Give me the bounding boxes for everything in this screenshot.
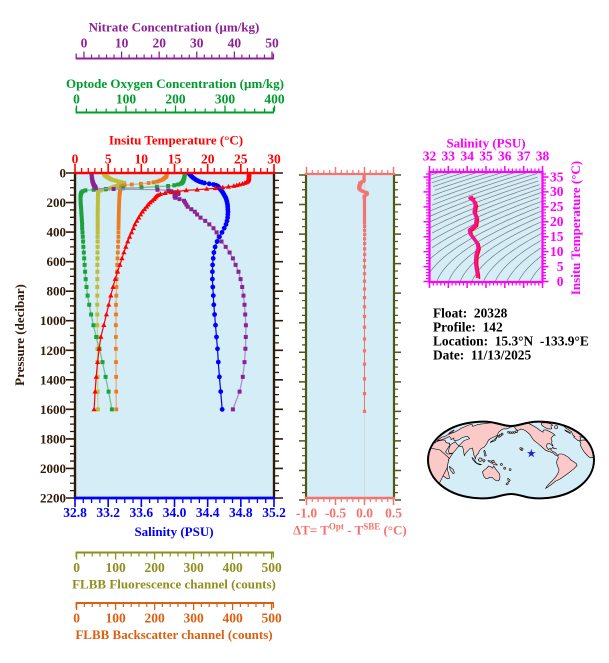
svg-text:36: 36 <box>498 149 512 164</box>
svg-text:300: 300 <box>183 560 204 575</box>
svg-text:Salinity (PSU): Salinity (PSU) <box>446 136 525 151</box>
svg-text:800: 800 <box>47 284 67 299</box>
svg-text:32.8: 32.8 <box>63 505 87 520</box>
svg-text:10: 10 <box>550 244 564 259</box>
svg-text:34.8: 34.8 <box>229 505 253 520</box>
svg-text:37: 37 <box>517 149 531 164</box>
svg-text:Location: 15.3°N -133.9°E: Location: 15.3°N -133.9°E <box>433 334 589 349</box>
svg-text:300: 300 <box>215 92 236 107</box>
svg-text:200: 200 <box>47 195 67 210</box>
svg-text:5: 5 <box>557 259 564 274</box>
svg-text:0: 0 <box>557 274 564 289</box>
svg-text:-1.0: -1.0 <box>296 506 318 521</box>
svg-text:200: 200 <box>144 560 165 575</box>
svg-text:Profile: 142: Profile: 142 <box>433 320 503 335</box>
svg-text:5: 5 <box>105 151 112 166</box>
svg-text:FLBB Fluorescence channel (cou: FLBB Fluorescence channel (counts) <box>72 577 276 592</box>
svg-text:34: 34 <box>460 149 474 164</box>
svg-text:Pressure (decibar): Pressure (decibar) <box>12 284 27 386</box>
svg-text:400: 400 <box>264 92 285 107</box>
svg-text:0: 0 <box>60 166 67 181</box>
svg-text:1200: 1200 <box>40 343 66 358</box>
svg-text:-0.5: -0.5 <box>325 506 347 521</box>
svg-text:30: 30 <box>550 184 564 199</box>
svg-text:Optode Oxygen Concentration (µ: Optode Oxygen Concentration (µm/kg) <box>66 76 284 91</box>
svg-text:1600: 1600 <box>40 402 66 417</box>
svg-text:500: 500 <box>261 611 282 626</box>
svg-text:34.4: 34.4 <box>196 505 220 520</box>
svg-text:0: 0 <box>72 151 79 166</box>
svg-text:2200: 2200 <box>40 491 66 506</box>
svg-text:400: 400 <box>47 225 67 240</box>
svg-text:200: 200 <box>144 611 165 626</box>
svg-text:Insitu Temperature (°C): Insitu Temperature (°C) <box>568 161 583 295</box>
svg-text:20: 20 <box>550 214 564 229</box>
svg-text:600: 600 <box>47 254 67 269</box>
svg-text:300: 300 <box>183 611 204 626</box>
svg-text:50: 50 <box>265 36 279 51</box>
svg-text:30: 30 <box>267 151 281 166</box>
svg-text:25: 25 <box>550 199 564 214</box>
svg-text:100: 100 <box>116 92 137 107</box>
svg-text:32: 32 <box>423 149 437 164</box>
svg-text:0: 0 <box>81 36 88 51</box>
svg-text:10: 10 <box>115 36 129 51</box>
svg-text:33.6: 33.6 <box>129 505 153 520</box>
svg-text:FLBB Backscatter channel (coun: FLBB Backscatter channel (counts) <box>75 627 272 642</box>
svg-text:20: 20 <box>201 151 215 166</box>
svg-text:0: 0 <box>73 611 80 626</box>
svg-text:40: 40 <box>228 36 242 51</box>
svg-text:15: 15 <box>168 151 182 166</box>
svg-text:1400: 1400 <box>40 372 66 387</box>
svg-text:34.0: 34.0 <box>163 505 187 520</box>
svg-text:38: 38 <box>536 149 550 164</box>
svg-text:33: 33 <box>442 149 456 164</box>
svg-text:35: 35 <box>479 149 493 164</box>
svg-text:35: 35 <box>550 169 564 184</box>
svg-text:1800: 1800 <box>40 431 66 446</box>
svg-text:100: 100 <box>105 611 126 626</box>
svg-text:100: 100 <box>105 560 126 575</box>
svg-text:Insitu Temperature (°C): Insitu Temperature (°C) <box>109 133 243 148</box>
svg-text:0: 0 <box>73 560 80 575</box>
svg-text:25: 25 <box>234 151 248 166</box>
svg-text:0.5: 0.5 <box>385 506 402 521</box>
svg-text:10: 10 <box>135 151 149 166</box>
svg-text:2000: 2000 <box>40 461 66 476</box>
svg-text:1000: 1000 <box>40 313 66 328</box>
svg-text:35.2: 35.2 <box>262 505 286 520</box>
svg-text:0: 0 <box>73 92 80 107</box>
svg-text:30: 30 <box>190 36 204 51</box>
svg-text:Date: 11/13/2025: Date: 11/13/2025 <box>433 348 531 363</box>
svg-text:Salinity (PSU): Salinity (PSU) <box>134 524 213 539</box>
svg-text:Float: 20328: Float: 20328 <box>433 306 508 321</box>
svg-text:500: 500 <box>261 560 282 575</box>
svg-text:20: 20 <box>152 36 166 51</box>
svg-text:400: 400 <box>222 611 243 626</box>
svg-text:400: 400 <box>222 560 243 575</box>
svg-text:200: 200 <box>165 92 186 107</box>
svg-text:33.2: 33.2 <box>96 505 120 520</box>
svg-text:15: 15 <box>550 229 564 244</box>
svg-text:0.0: 0.0 <box>356 506 373 521</box>
svg-text:ΔT= TOpt - TSBE (°C): ΔT= TOpt - TSBE (°C) <box>293 522 407 538</box>
svg-text:Nitrate Concentration (µm/kg): Nitrate Concentration (µm/kg) <box>89 20 260 35</box>
